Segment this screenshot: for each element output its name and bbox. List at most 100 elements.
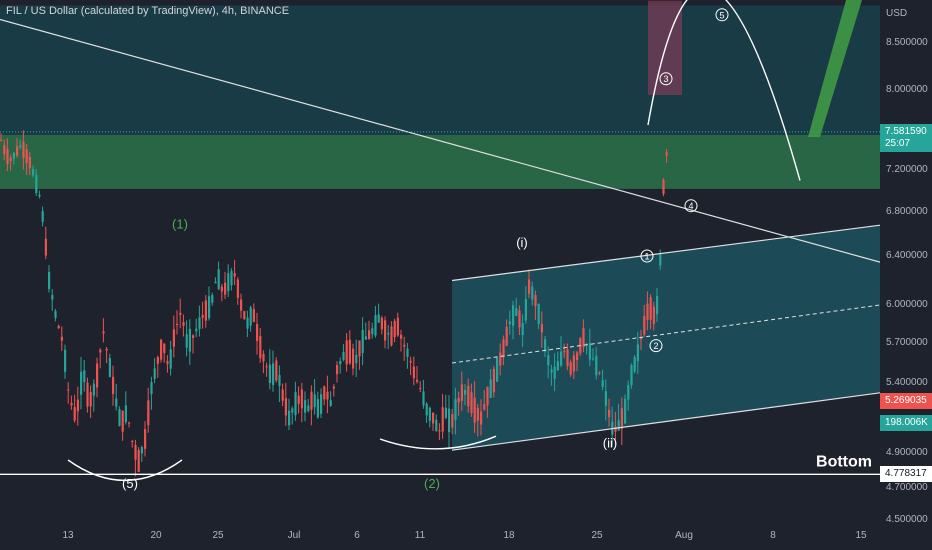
candle-body bbox=[144, 429, 147, 449]
candle-body bbox=[198, 317, 201, 329]
candle-body bbox=[633, 357, 636, 372]
x-tick-label: 13 bbox=[62, 530, 74, 541]
candle-body bbox=[438, 430, 441, 432]
candle-body bbox=[467, 385, 470, 407]
ascending-channel[interactable] bbox=[452, 225, 880, 451]
x-tick-label: 20 bbox=[150, 530, 162, 541]
candle-body bbox=[294, 391, 297, 416]
candle-body bbox=[489, 379, 492, 398]
candle-body bbox=[528, 279, 531, 294]
candle-body bbox=[508, 321, 511, 325]
channel-lower-line[interactable] bbox=[451, 392, 881, 451]
candle-body bbox=[499, 352, 502, 366]
candle-body bbox=[220, 286, 223, 292]
candle-body bbox=[592, 358, 595, 360]
candle-body bbox=[259, 336, 262, 359]
candle-body bbox=[412, 366, 415, 379]
candle-body bbox=[169, 349, 172, 369]
candle-body bbox=[547, 355, 550, 366]
candle-body bbox=[153, 368, 156, 379]
candle-body bbox=[163, 343, 166, 354]
candle-body bbox=[646, 303, 649, 321]
candle-body bbox=[230, 270, 233, 286]
circled-wave-label: 1 bbox=[644, 252, 649, 262]
candle-body bbox=[272, 363, 275, 385]
candle-body bbox=[246, 317, 249, 329]
y-tick-label: 6.000000 bbox=[886, 299, 928, 310]
candle-body bbox=[249, 307, 252, 326]
candle-body bbox=[380, 317, 383, 330]
candle-body bbox=[476, 407, 479, 421]
candle-body bbox=[531, 286, 534, 300]
candle-body bbox=[505, 326, 508, 346]
channel-mid-line[interactable] bbox=[451, 304, 881, 364]
candle-body bbox=[182, 322, 185, 326]
candle-body bbox=[624, 398, 627, 424]
candle-body bbox=[9, 157, 12, 162]
x-tick-label: Jul bbox=[287, 530, 301, 541]
candle-body bbox=[320, 394, 323, 414]
candle-body bbox=[448, 408, 451, 433]
candle-body bbox=[483, 404, 486, 410]
candle-body bbox=[422, 391, 425, 406]
time-axis[interactable] bbox=[0, 520, 880, 550]
y-tick-label: 7.200000 bbox=[886, 164, 928, 175]
y-tick-label: 4.500000 bbox=[886, 514, 928, 525]
candle-body bbox=[80, 371, 83, 395]
candle-body bbox=[291, 408, 294, 413]
currency-label: USD bbox=[886, 8, 908, 19]
candle-body bbox=[614, 426, 617, 432]
candle-body bbox=[243, 311, 246, 319]
candle-body bbox=[323, 386, 326, 400]
candle-body bbox=[470, 392, 473, 413]
candle-body bbox=[240, 299, 243, 311]
wave-circle bbox=[684, 199, 698, 213]
candle-body bbox=[560, 351, 563, 366]
candle-body bbox=[364, 336, 367, 340]
candle-body bbox=[601, 380, 604, 387]
candle-body bbox=[537, 303, 540, 325]
x-tick-label: 18 bbox=[503, 530, 515, 541]
candle-body bbox=[284, 398, 287, 416]
candle-body bbox=[352, 348, 355, 369]
candle-body bbox=[313, 394, 316, 408]
candle-body bbox=[201, 315, 204, 318]
candle-body bbox=[377, 314, 380, 323]
resistance-zone[interactable] bbox=[0, 135, 880, 189]
channel-upper-line[interactable] bbox=[451, 224, 881, 282]
candle-body bbox=[118, 409, 121, 426]
x-tick-label: 25 bbox=[591, 530, 603, 541]
candle-body bbox=[556, 361, 559, 371]
descending-trendline[interactable] bbox=[0, 18, 881, 263]
candle-body bbox=[160, 339, 163, 360]
x-tick-label: 25 bbox=[212, 530, 224, 541]
circled-wave-label: 2 bbox=[653, 341, 658, 351]
y-tick-label: 5.700000 bbox=[886, 337, 928, 348]
candle-body bbox=[428, 407, 431, 421]
candle-body bbox=[12, 152, 15, 159]
candle-body bbox=[112, 376, 115, 395]
price-axis[interactable] bbox=[880, 0, 932, 550]
candle-body bbox=[57, 325, 60, 329]
wave-circle bbox=[659, 72, 673, 86]
wave-label: (ii) bbox=[603, 435, 617, 450]
candle-body bbox=[6, 148, 9, 164]
candle-body bbox=[304, 400, 307, 413]
candle-body bbox=[649, 297, 652, 320]
candle-body bbox=[550, 369, 553, 373]
candle-body bbox=[60, 336, 63, 341]
candle-body bbox=[569, 362, 572, 375]
candle-body bbox=[336, 365, 339, 375]
y-tick-label: 4.900000 bbox=[886, 447, 928, 458]
candle-body bbox=[339, 360, 342, 365]
candle-body bbox=[265, 366, 268, 368]
candle-body bbox=[217, 269, 220, 290]
candle-body bbox=[51, 295, 54, 300]
y-tick-label: 8.000000 bbox=[886, 84, 928, 95]
candle-body bbox=[492, 368, 495, 393]
circled-wave-label: 5 bbox=[719, 10, 724, 20]
candle-body bbox=[432, 412, 435, 424]
candle-body bbox=[652, 306, 655, 324]
projection-arc bbox=[647, 0, 801, 181]
